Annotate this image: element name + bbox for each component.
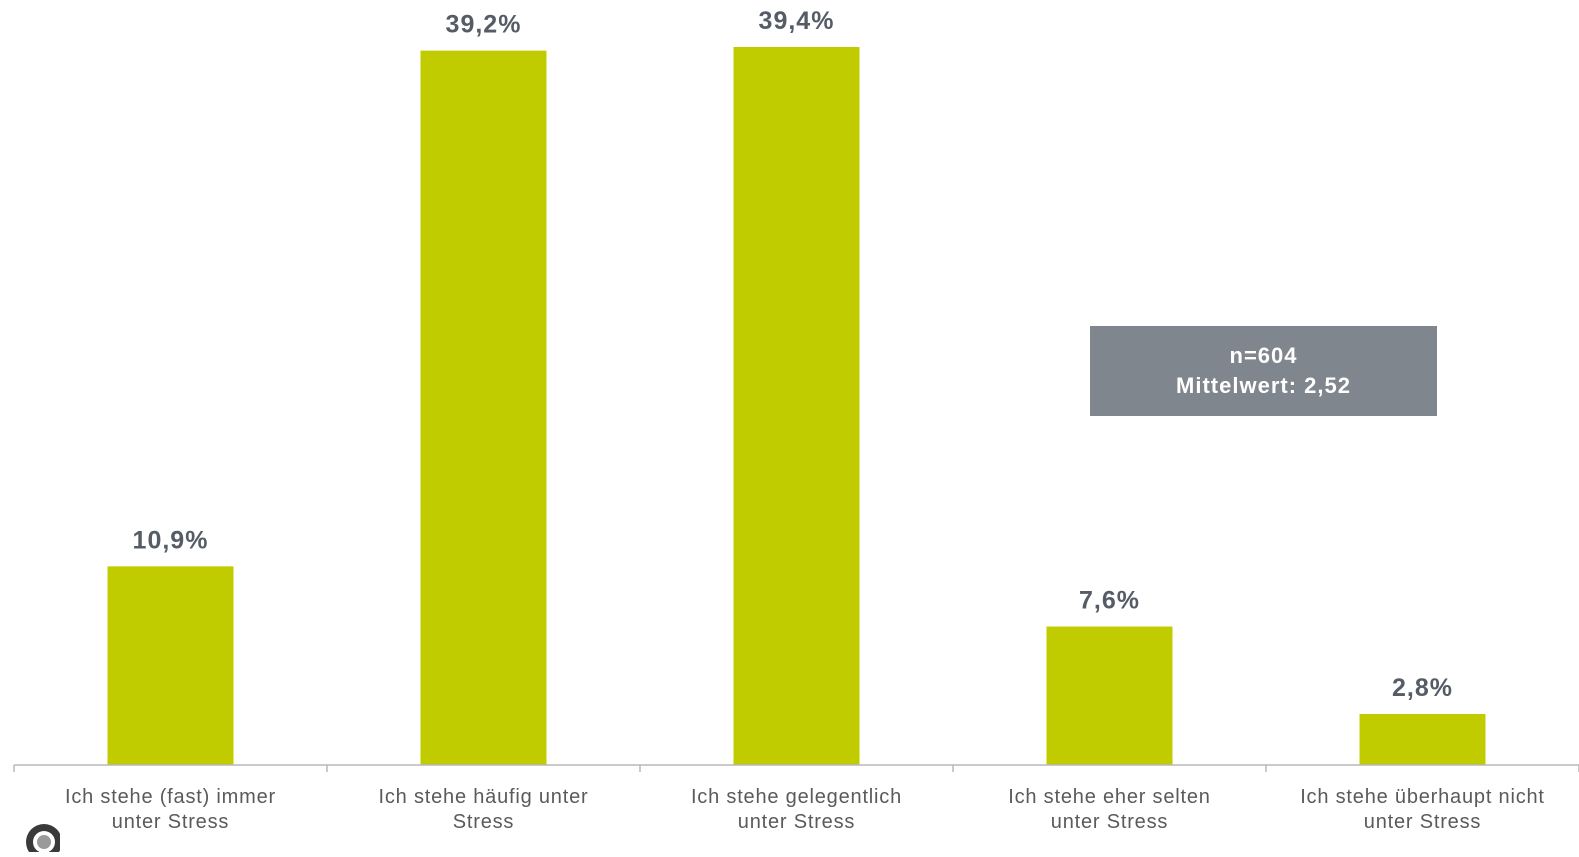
bar-value-label: 39,4% — [759, 7, 835, 35]
bar-value-label: 10,9% — [133, 526, 209, 554]
bars — [107, 47, 1486, 766]
category-label: Ich stehe gelegentlich — [691, 786, 902, 808]
category-label: Stress — [453, 811, 514, 833]
bar-value-label: 2,8% — [1392, 674, 1453, 702]
bar — [1046, 626, 1173, 765]
category-label: unter Stress — [1364, 811, 1481, 833]
bar — [733, 47, 860, 765]
bar-value-label: 7,6% — [1079, 587, 1140, 615]
category-label: Ich stehe überhaupt nicht — [1300, 786, 1545, 808]
sample-size-text: n=604 — [1229, 343, 1298, 368]
category-label: unter Stress — [112, 811, 229, 833]
category-label: Ich stehe eher selten — [1008, 786, 1210, 808]
category-labels: Ich stehe (fast) immer unter Stress Ich st… — [65, 786, 1545, 833]
bar — [107, 566, 234, 765]
mean-value-text: Mittelwert: 2,52 — [1176, 373, 1351, 398]
bar-value-label: 39,2% — [446, 11, 522, 39]
bar — [1359, 713, 1486, 765]
bar — [420, 50, 547, 766]
category-label: Ich stehe häufig unter — [379, 786, 589, 808]
x-axis-ticks — [13, 765, 1579, 772]
bar-chart: 10,9% 39,2% 39,4% 7,6% 2,8% Ich stehe (fast)… — [13, 7, 1579, 833]
sample-info-box: n=604 Mittelwert: 2,52 — [1090, 326, 1437, 416]
value-labels: 10,9% 39,2% 39,4% 7,6% 2,8% — [133, 7, 1453, 702]
category-label: unter Stress — [1051, 811, 1168, 833]
category-label: unter Stress — [738, 811, 855, 833]
circle-logo-icon — [0, 812, 62, 857]
category-label: Ich stehe (fast) immer — [65, 786, 276, 808]
